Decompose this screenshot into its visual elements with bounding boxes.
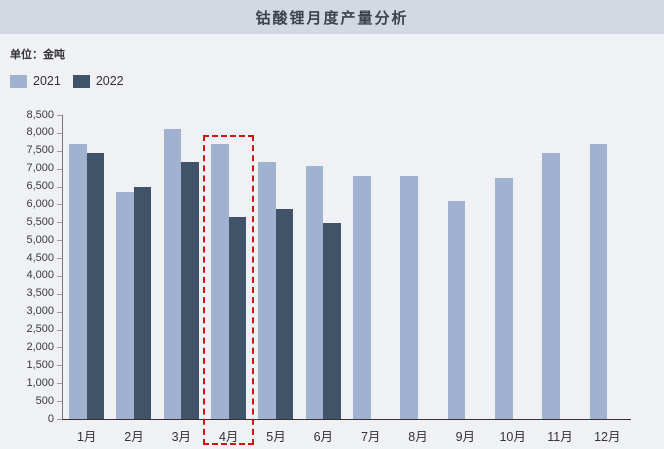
legend-item-2022[interactable]: 2022	[72, 74, 124, 88]
x-axis-label-5月: 5月	[266, 430, 286, 444]
y-axis-tick-label: 7,000	[26, 162, 54, 175]
x-axis-label-8月: 8月	[408, 430, 428, 444]
bar-2021-3月[interactable]	[163, 129, 182, 419]
y-axis-tick-mark	[57, 329, 62, 331]
y-axis-tick-label: 8,500	[26, 108, 54, 121]
x-axis-label-2月: 2月	[124, 430, 144, 444]
category-group-4月: 4月	[205, 115, 252, 444]
x-axis-label-6月: 6月	[313, 430, 334, 444]
category-group-9月: 9月	[442, 115, 489, 444]
legend-label: 2022	[95, 74, 124, 88]
y-axis-tick-mark	[57, 222, 62, 224]
chart-legend: 2021 2022	[10, 74, 124, 88]
y-axis-tick-mark	[57, 383, 62, 385]
page-header: 钴酸锂月度产量分析	[0, 0, 664, 34]
y-axis-tick-label: 2,000	[26, 340, 54, 353]
y-axis-tick-label: 4,000	[26, 269, 54, 282]
y-axis-tick-mark	[57, 401, 62, 403]
y-axis-tick-mark	[57, 258, 62, 260]
y-axis-tick-label: 3,000	[26, 305, 54, 318]
bar-2021-9月[interactable]	[447, 200, 466, 419]
y-axis-tick-label: 0	[47, 412, 54, 425]
y-axis-tick-mark	[57, 186, 62, 188]
x-axis-label-4月: 4月	[218, 430, 239, 444]
x-axis-label-9月: 9月	[455, 430, 476, 444]
y-axis-tick-label: 5,000	[26, 233, 54, 246]
y-axis-tick-label: 500	[35, 394, 54, 407]
y-axis-tick-mark	[57, 132, 62, 134]
y-axis-tick-mark	[57, 204, 62, 206]
bar-2022-3月[interactable]	[181, 161, 199, 419]
y-axis-tick-label: 6,500	[26, 180, 54, 193]
y-axis-tick-label: 5,500	[26, 215, 54, 228]
category-group-12月: 12月	[584, 115, 631, 444]
y-axis-tick-label: 6,000	[26, 197, 54, 210]
bar-2021-10月[interactable]	[495, 177, 513, 419]
bar-2022-6月[interactable]	[323, 223, 341, 419]
x-axis-label-12月: 12月	[594, 430, 621, 444]
category-group-10月: 10月	[489, 115, 536, 444]
category-group-5月: 5月	[252, 115, 299, 444]
bar-2021-1月[interactable]	[69, 143, 87, 419]
y-axis-tick-mark	[57, 150, 62, 152]
category-group-11月: 11月	[536, 115, 583, 444]
y-axis-tick-mark	[57, 311, 62, 313]
category-group-1月: 1月	[63, 115, 110, 444]
y-axis-tick-label: 4,500	[26, 251, 54, 264]
x-axis-label-3月: 3月	[171, 430, 192, 444]
category-group-6月: 6月	[300, 115, 347, 444]
bar-2022-1月[interactable]	[86, 153, 105, 419]
legend-swatch-2021	[10, 74, 27, 88]
y-axis-tick-label: 1,500	[26, 358, 54, 371]
bar-2022-2月[interactable]	[133, 186, 152, 419]
x-axis-label-10月: 10月	[499, 430, 526, 444]
y-axis-tick-mark	[57, 347, 62, 349]
y-axis-tick-mark	[57, 293, 62, 295]
y-axis-tick-mark	[57, 365, 62, 367]
x-axis-label-7月: 7月	[360, 430, 381, 444]
y-axis-tick-mark	[57, 168, 62, 170]
bar-2021-7月[interactable]	[353, 175, 371, 419]
bar-2021-12月[interactable]	[589, 143, 608, 419]
legend-swatch-2022	[72, 74, 90, 88]
bar-2021-11月[interactable]	[542, 152, 560, 419]
bar-2022-5月[interactable]	[275, 208, 294, 419]
y-axis-tick-label: 7,500	[26, 144, 54, 157]
unit-label: 单位：金吨	[10, 49, 65, 61]
plot-area: 1月 2月 3月 4月 5月 6月 7月 8月 9月 10月 11月 12月	[62, 115, 631, 445]
bar-2021-8月[interactable]	[400, 175, 418, 419]
y-axis-tick-mark	[57, 419, 62, 420]
x-axis-label-1月: 1月	[76, 430, 97, 444]
category-group-7月: 7月	[347, 115, 394, 444]
bar-2022-4月[interactable]	[228, 216, 247, 419]
bar-2021-4月[interactable]	[211, 143, 229, 419]
legend-item-2021[interactable]: 2021	[10, 74, 61, 88]
y-axis-tick-label: 1,000	[26, 376, 54, 389]
x-axis-label-11月: 11月	[547, 430, 573, 444]
y-axis-tick-label: 2,500	[26, 323, 54, 336]
category-group-8月: 8月	[394, 115, 441, 444]
bar-2021-5月[interactable]	[258, 161, 276, 419]
y-axis-tick-mark	[57, 115, 62, 116]
bar-2021-6月[interactable]	[305, 166, 324, 419]
category-group-3月: 3月	[158, 115, 205, 444]
bar-2021-2月[interactable]	[116, 191, 134, 419]
y-axis-tick-mark	[57, 275, 62, 277]
y-axis-tick-label: 8,000	[26, 126, 54, 139]
legend-label: 2021	[33, 74, 61, 88]
page-title: 钴酸锂月度产量分析	[255, 9, 409, 27]
category-group-2月: 2月	[110, 115, 157, 444]
y-axis-tick-mark	[57, 240, 62, 242]
y-axis-tick-label: 3,500	[26, 287, 54, 300]
